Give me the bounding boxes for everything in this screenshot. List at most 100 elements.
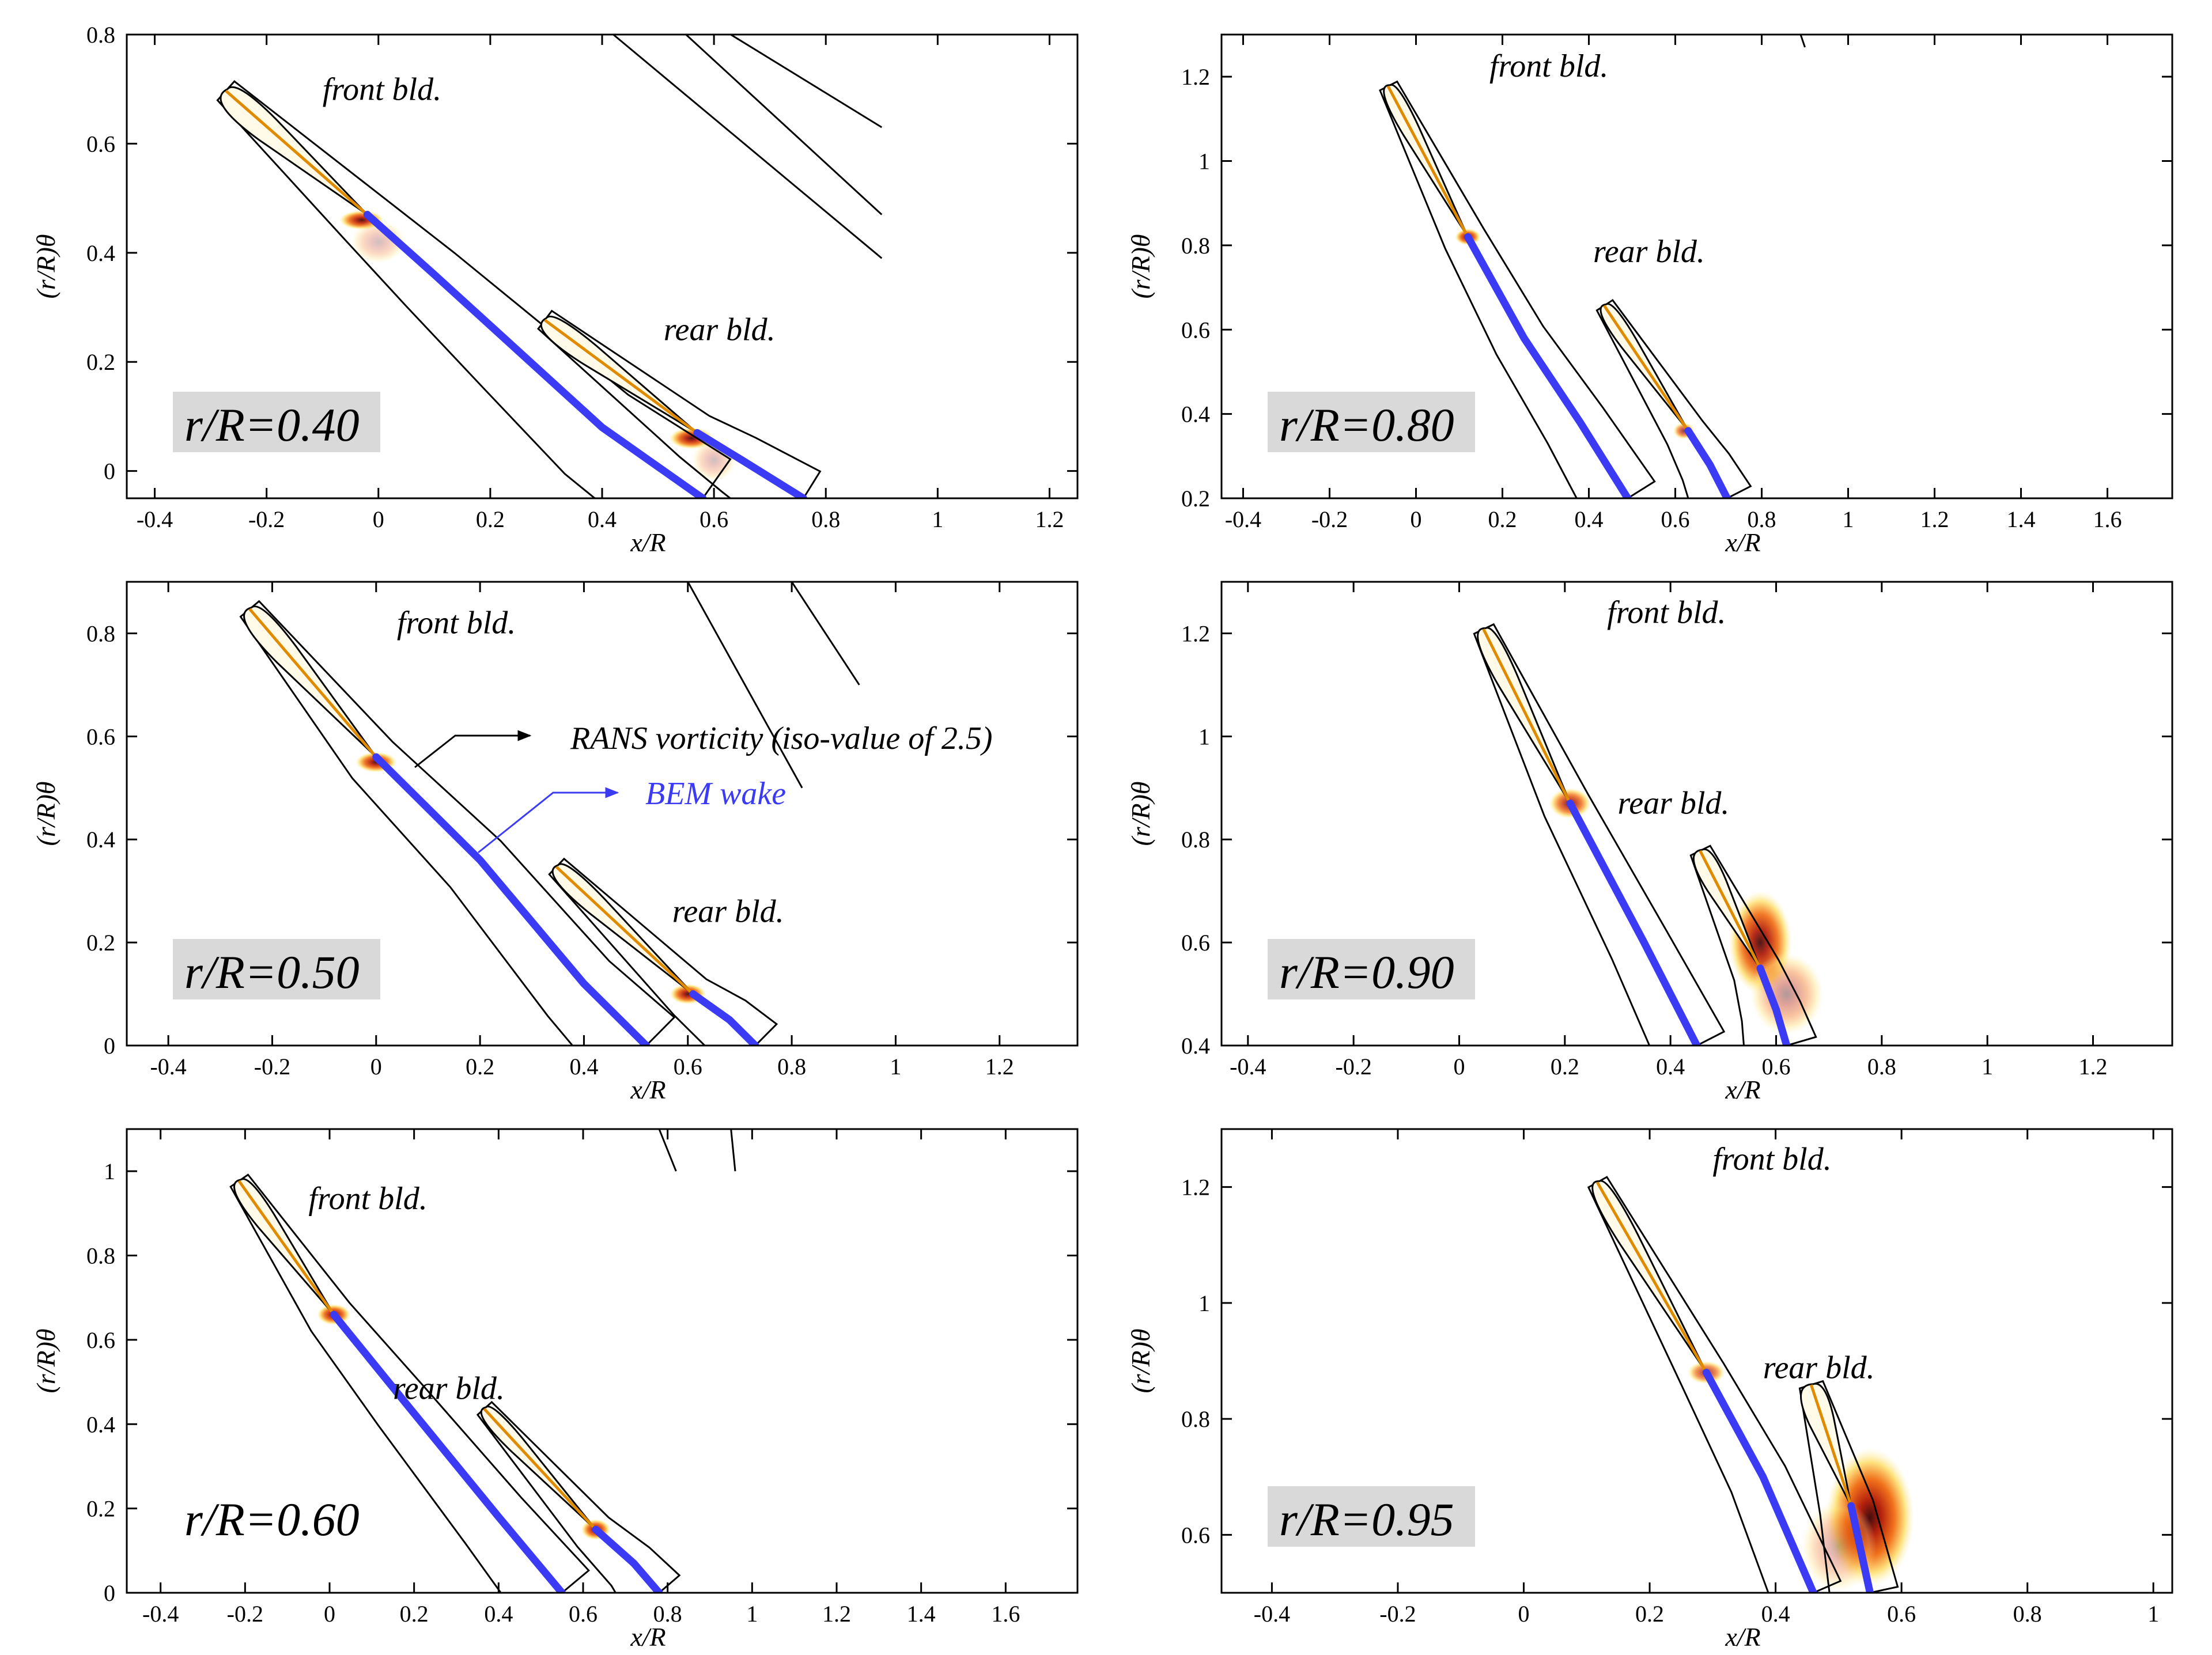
x-tick-label: 1: [890, 1054, 901, 1080]
x-tick-label: 1.2: [1035, 506, 1064, 532]
x-tick-label: 0.4: [569, 1054, 598, 1080]
bem-wake-rear: [1684, 427, 1731, 498]
y-tick-label: 0.4: [86, 827, 115, 853]
x-tick-label: 0.6: [1661, 506, 1690, 532]
far-field-contour: [791, 582, 860, 686]
x-tick-label: 1.2: [2079, 1054, 2108, 1080]
bem-wake-rear: [1847, 1502, 1874, 1593]
x-tick-label: 1: [932, 506, 943, 532]
bem-wake-front: [1702, 1369, 1817, 1593]
y-tick-label: 0.4: [1181, 402, 1210, 427]
x-tick-label: -0.4: [150, 1054, 186, 1080]
y-axis-label: (r/R)θ: [31, 234, 61, 298]
case-label-box: [1268, 1486, 1475, 1547]
bem-wake-rear: [693, 429, 807, 498]
x-tick-label: 0.2: [1635, 1601, 1664, 1627]
x-tick-label: -0.2: [254, 1054, 290, 1080]
y-tick-label: 1: [1198, 1290, 1210, 1316]
y-tick-label: 0.6: [1181, 317, 1210, 343]
legend-annotations: RANS vorticity (iso-value of 2.5) BEM wa…: [414, 721, 992, 854]
x-tick-label: 0.8: [811, 506, 840, 532]
front-blade-label: front bld.: [308, 1181, 427, 1217]
y-tick-label: 0.8: [86, 1243, 115, 1269]
y-tick-label: 1: [104, 1158, 115, 1184]
case-label: r/R=0.60: [184, 1493, 360, 1546]
rans-legend-label: RANS vorticity (iso-value of 2.5): [570, 721, 992, 756]
x-tick-label: 0.2: [476, 506, 505, 532]
x-axis-label: x/R: [1725, 1622, 1760, 1652]
bem-wake-rear: [1756, 964, 1791, 1046]
rear-blade-label: rear bld.: [1763, 1350, 1875, 1386]
rear-blade-mean-line: [555, 866, 694, 995]
case-label: r/R=0.40: [184, 399, 360, 451]
panel-p095: -0.4 -0.2 0 0.2 0.4 0.6 0.8 1 0.6 0.8 1 1.2 x/R (r/R)…: [1126, 1128, 2173, 1652]
x-tick-label: 0.6: [1887, 1601, 1916, 1627]
x-tick-label: 0.2: [400, 1601, 429, 1627]
front-blade-mean-line: [237, 1180, 335, 1316]
front-blade-mean-line: [1595, 1181, 1708, 1373]
x-axis-label: x/R: [1725, 1075, 1760, 1104]
x-tick-label: 0.4: [484, 1601, 513, 1627]
y-tick-label: 0.6: [86, 1327, 115, 1353]
panel-p060: -0.4 -0.2 0 0.2 0.4 0.6 0.8 1 1.2 1.4 1.6 0 0.2 0.4 0.…: [31, 1128, 1079, 1652]
y-tick-label: 0: [104, 459, 115, 484]
y-tick-label: 0.4: [1181, 1033, 1210, 1059]
x-tick-label: -0.4: [1225, 506, 1261, 532]
case-label: r/R=0.80: [1279, 399, 1454, 451]
x-tick-label: -0.2: [1311, 506, 1348, 532]
panels: -0.4 -0.2 0 0.2 0.4 0.6 0.8 1 1.2 0 0.2 0.4 0.6 0.8 x/…: [31, 22, 2173, 1652]
x-tick-label: 0.8: [653, 1601, 682, 1627]
case-label: r/R=0.50: [184, 946, 360, 998]
far-field-contour: [687, 582, 803, 789]
front-blade-iso-contour: [239, 600, 676, 1046]
plot-area: [239, 582, 860, 1046]
front-blade-iso-contour: [1473, 623, 1726, 1046]
y-axis-label: (r/R)θ: [1126, 234, 1155, 298]
x-tick-label: 0.6: [674, 1054, 702, 1080]
rear-blade-iso-contour: [1798, 1380, 1899, 1593]
front-blade-mean-line: [248, 608, 377, 758]
y-tick-label: 0.2: [1181, 486, 1210, 512]
case-label-box: [1268, 392, 1475, 452]
y-tick-label: 1: [1198, 724, 1210, 749]
x-tick-label: 0.6: [699, 506, 728, 532]
x-tick-label: -0.4: [142, 1601, 179, 1627]
rear-blade-mean-line: [1699, 850, 1762, 969]
x-tick-label: 0.2: [1551, 1054, 1579, 1080]
y-tick-label: 0.2: [86, 1496, 115, 1522]
x-tick-label: 0.6: [1762, 1054, 1791, 1080]
front-blade-iso-contour: [229, 1173, 590, 1593]
front-blade-mean-line: [1482, 628, 1572, 804]
bem-wake-front: [1566, 800, 1701, 1046]
y-tick-label: 0.2: [86, 349, 115, 375]
x-tick-label: 1.2: [985, 1054, 1014, 1080]
bem-legend-arrow: [478, 787, 619, 854]
rear-blade-iso-contour: [548, 857, 778, 1046]
front-blade-mean-line: [225, 89, 369, 216]
front-blade-mean-line: [1386, 85, 1469, 238]
x-tick-label: 0.4: [1761, 1601, 1790, 1627]
x-tick-label: 0: [1411, 506, 1422, 532]
x-tick-label: 0.8: [1748, 506, 1776, 532]
plot-area: [216, 35, 883, 498]
x-tick-label: 1.6: [2093, 506, 2122, 532]
vorticity-region: [350, 220, 407, 264]
x-tick-label: 0.2: [466, 1054, 494, 1080]
y-tick-label: 1: [1198, 149, 1210, 175]
x-tick-label: -0.4: [1254, 1601, 1290, 1627]
rear-blade-iso-contour: [537, 309, 822, 498]
bem-wake-rear: [689, 990, 759, 1046]
x-tick-label: 0: [1454, 1054, 1465, 1080]
far-field-contour: [658, 1129, 677, 1172]
plot-frame: [1220, 581, 2173, 1047]
panel-p090: -0.4 -0.2 0 0.2 0.4 0.6 0.8 1 1.2 0.4 0.6 0.8 1 1.2 x/…: [1126, 581, 2173, 1104]
rear-blade-label: rear bld.: [1618, 786, 1730, 821]
bem-wake-front: [330, 1311, 566, 1593]
far-field-contour: [612, 35, 883, 259]
rear-blade-iso-contour: [1689, 844, 1817, 1046]
y-tick-label: 0: [104, 1580, 115, 1606]
y-axis-label: (r/R)θ: [31, 781, 61, 846]
x-tick-label: -0.4: [137, 506, 173, 532]
rear-blade-mean-line: [1603, 305, 1690, 432]
